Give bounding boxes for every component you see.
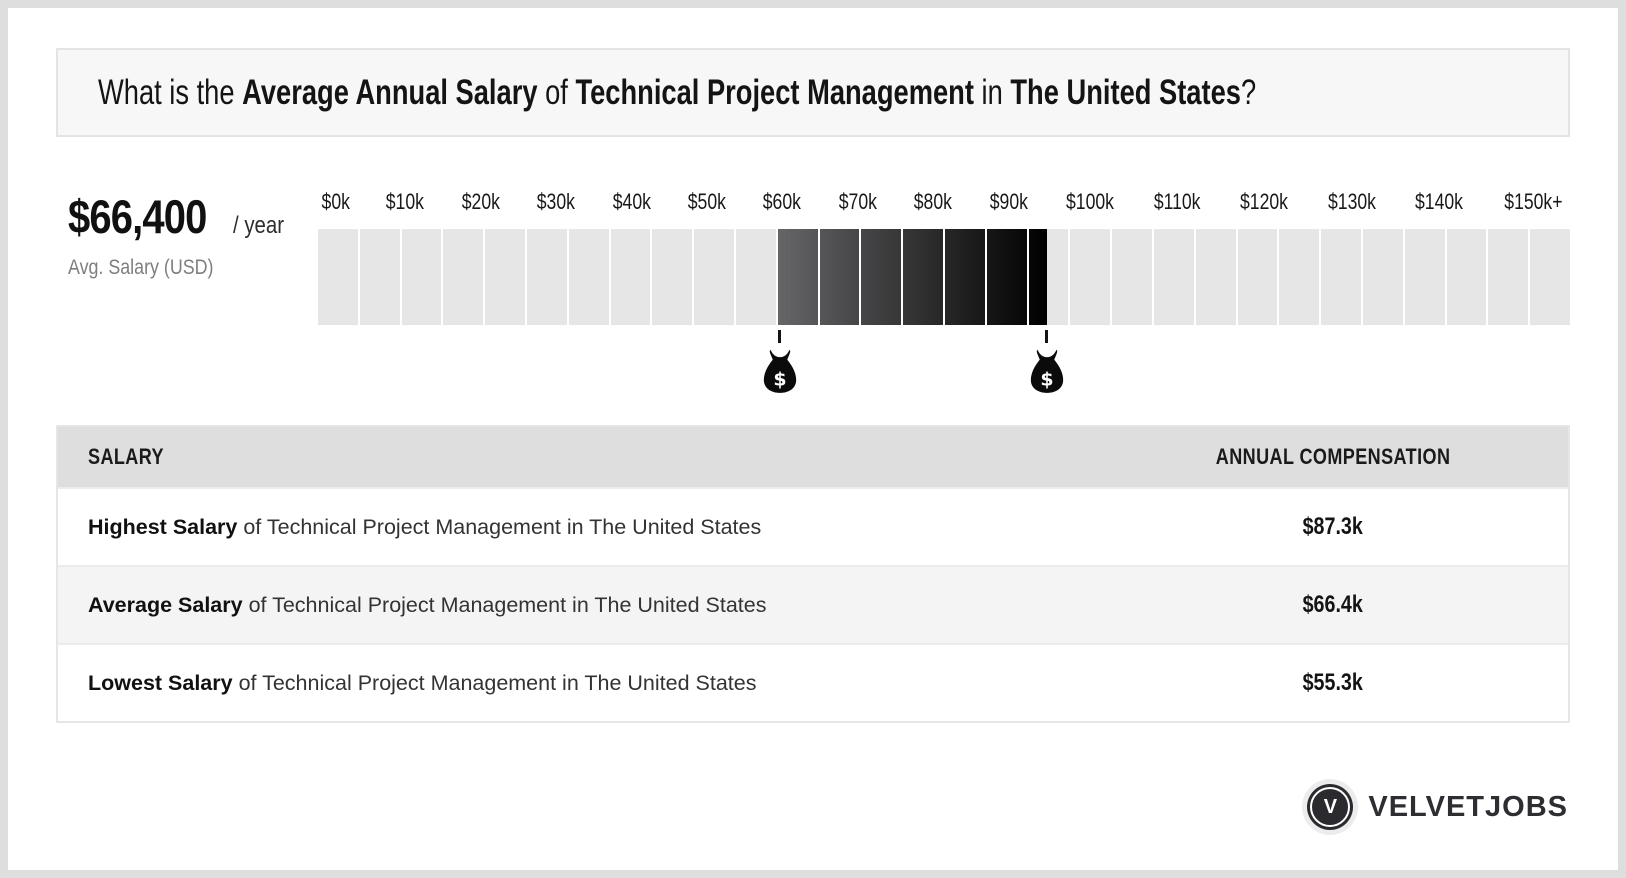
scale-bar-cell [1279,229,1320,325]
money-bag-icon: $ [763,349,796,393]
velvetjobs-logo-icon: V [1307,784,1354,830]
axis-tick-label: $70k [838,189,877,214]
scale-bar-cell [1195,229,1236,325]
velvetjobs-logo: V VELVETJOBS [1307,784,1568,830]
question-segment: in [973,72,1011,112]
axis-tick-labels: $0k $10k $20k $30k $40k $50k $60k $70k $80k $90k $… [318,173,1570,215]
marker-tick [1045,330,1049,343]
axis-tick-label: $120k [1240,189,1288,214]
table-row-average: Average Salary of Technical Project Mana… [58,565,1568,643]
lowest-salary-value: $55.3k [1302,669,1364,696]
range-markers: $ $ [318,325,1570,399]
table-header-row: SALARY ANNUAL COMPENSATION [58,427,1568,487]
highest-salary-value: $87.3k [1302,513,1364,540]
axis-tick-label: $0k [321,189,350,214]
scale-bar-cell [1404,229,1445,325]
compensation-column-header: ANNUAL COMPENSATION [1215,444,1451,469]
question-bold-segment: Average Annual Salary [242,72,538,112]
scale-bar-cell [777,229,818,325]
scale-bar-cell [526,229,567,325]
scale-bar-cell [1530,229,1570,325]
scale-bar-cell [735,229,776,325]
axis-tick-label: $50k [687,189,726,214]
average-salary-caption: Avg. Salary (USD) [68,256,214,279]
axis-tick-label: $40k [612,189,651,214]
salary-table: SALARY ANNUAL COMPENSATION Highest Salar… [56,425,1570,723]
highest-salary-marker: $ [1028,330,1066,395]
question-header: What is the Average Annual Salary of Tec… [56,48,1570,137]
question-bold-segment: Technical Project Management [575,72,974,112]
salary-scale: $0k $10k $20k $30k $40k $50k $60k $70k $80k $90k $… [318,173,1570,399]
scale-bar [318,229,1570,325]
money-bag-icon: $ [1030,349,1063,393]
scale-bar-cell [861,229,902,325]
logo-initial: V [1323,796,1338,818]
salary-gauge-chart: $66,400/ year Avg. Salary (USD) $0k $10k $… [56,173,1570,399]
scale-bar-cell [568,229,609,325]
scale-bar-cell [1153,229,1194,325]
axis-tick-label: $90k [989,189,1028,214]
average-salary-amount: $66,400 [68,190,207,243]
dollar-glyph: $ [1040,369,1053,391]
scale-bar-cell [443,229,484,325]
question-bold-segment: The United States [1010,72,1241,112]
scale-bar-cell [401,229,442,325]
per-year-label: / year [232,212,284,239]
axis-tick-label: $130k [1327,189,1376,214]
axis-tick-label: $110k [1153,189,1201,214]
average-salary-block: $66,400 / year Avg. Salary (USD) [56,173,318,399]
scale-bar-cell [1112,229,1152,325]
scale-bar-cell [1237,229,1278,325]
scale-bar-cell [485,229,525,325]
question-segment: ? [1240,72,1257,112]
axis-tick-label: $100k [1066,189,1115,214]
axis-tick-label: $150k+ [1504,189,1563,214]
axis-tick-label: $80k [914,189,953,214]
scale-bar-cell [819,229,860,325]
question-title: What is the Average Annual Salary of Tec… [98,73,1256,113]
question-segment: of [537,72,576,112]
salary-column-header: SALARY [88,444,164,469]
scale-bar-cell [610,229,651,325]
marker-tick [778,330,782,343]
row-label: Lowest Salary of Technical Project Manag… [88,670,757,695]
axis-tick-label: $10k [385,189,425,214]
scale-bar-cell [1028,229,1069,325]
scale-bar-cell [903,229,943,325]
average-salary-line: $66,400 / year [68,189,284,244]
average-salary-value: $66.4k [1302,591,1364,618]
row-label: Average Salary of Technical Project Mana… [88,592,767,617]
scale-bar-cell [1488,229,1529,325]
axis-tick-label: $140k [1415,189,1464,214]
lowest-salary-marker: $ [761,330,799,395]
scale-bar-cell [652,229,693,325]
axis-tick-label: $30k [536,189,576,214]
scale-bar-cell [694,229,734,325]
scale-bar-cell [1321,229,1361,325]
scale-bar-cell [318,229,358,325]
scale-bar-cell [359,229,400,325]
infographic-card: What is the Average Annual Salary of Tec… [8,8,1618,870]
scale-bar-cell [1070,229,1111,325]
table-row-lowest: Lowest Salary of Technical Project Manag… [58,643,1568,721]
table-row-highest: Highest Salary of Technical Project Mana… [58,487,1568,565]
scale-bar-cell [944,229,985,325]
row-label: Highest Salary of Technical Project Mana… [88,514,762,539]
axis-tick-label: $60k [763,189,802,214]
scale-bar-cell [1362,229,1403,325]
dollar-glyph: $ [773,369,786,391]
scale-bar-cell [986,229,1027,325]
brand-name: VELVETJOBS [1368,790,1568,823]
scale-bar-cell [1446,229,1487,325]
question-segment: What is the [98,72,243,112]
axis-tick-label: $20k [461,189,500,214]
